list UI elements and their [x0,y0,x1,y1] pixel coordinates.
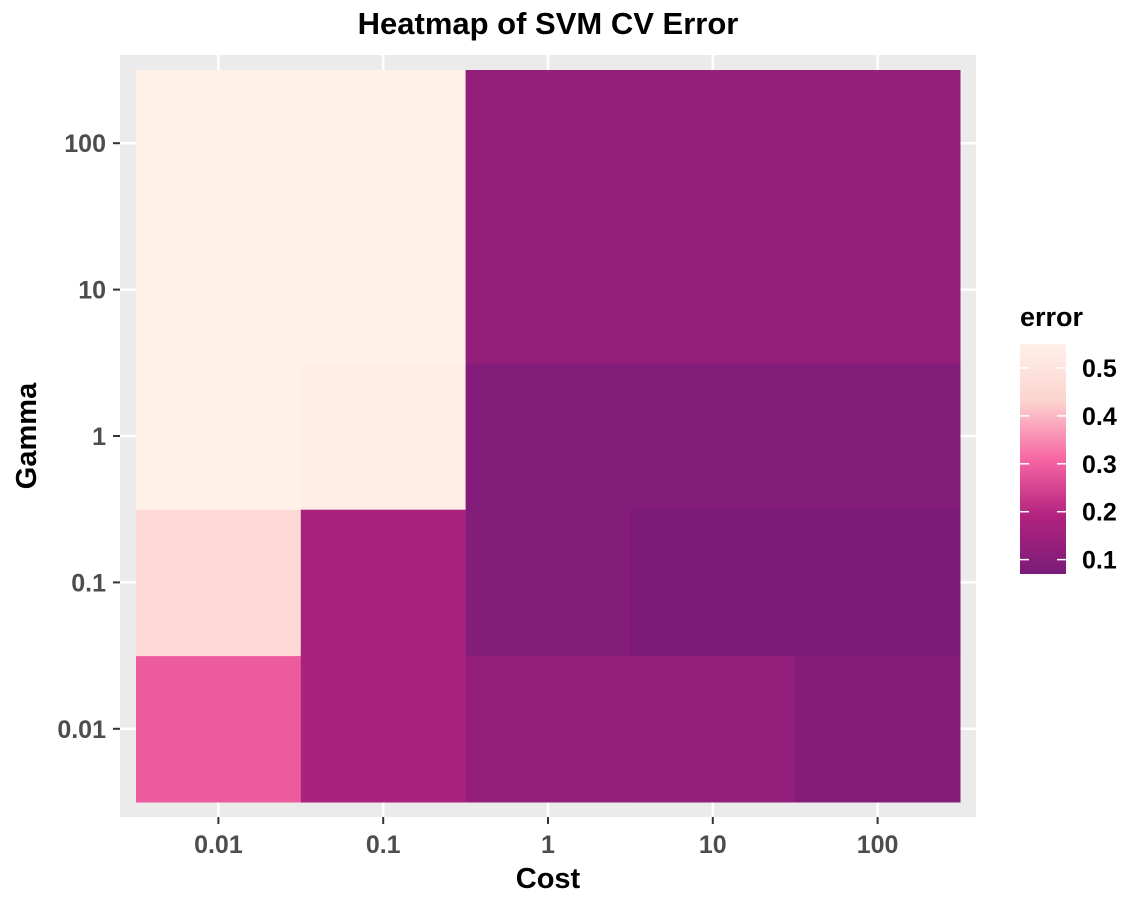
heatmap-cell [795,70,961,217]
heatmap-cell [300,216,467,364]
heatmap-cell [300,362,467,510]
legend-tick-label: 0.1 [1082,547,1117,575]
heatmap-cell [136,362,302,510]
x-tick-label: 0.1 [366,831,401,859]
heatmap-cell [300,509,467,657]
y-axis-title: Gamma [11,382,43,489]
heatmap-cell [630,655,796,803]
y-tick-label: 100 [64,130,106,158]
heatmap-cell [300,655,467,803]
y-tick-label: 10 [78,277,106,305]
heatmap-cell [465,655,631,803]
heatmap-cell [300,70,467,217]
y-tick-label: 1 [92,423,106,451]
axes: 0.01 0.1 1 10 100 0.01 0.1 1 10 100 [57,130,898,859]
heatmap-cells [136,70,961,803]
y-tick-label: 0.1 [71,569,106,597]
heatmap-cell [136,509,302,657]
heatmap-cell [136,70,302,217]
legend-colorbar [1020,344,1066,574]
legend: error 0.1 0.2 0.3 0.4 0.5 [1020,302,1117,575]
heatmap-cell [630,70,796,217]
x-tick-label: 10 [699,831,727,859]
heatmap-cell [465,509,631,657]
x-axis-title: Cost [516,863,581,895]
legend-ticks: 0.1 0.2 0.3 0.4 0.5 [1020,355,1117,575]
heatmap-cell [465,362,631,510]
x-tick-label: 100 [857,831,899,859]
heatmap-cell [136,216,302,364]
heatmap-cell [795,655,961,803]
heatmap-cell [795,509,961,657]
heatmap-cell [136,655,302,803]
legend-title: error [1020,302,1084,332]
heatmap-cell [630,509,796,657]
x-tick-label: 1 [541,831,555,859]
y-tick-label: 0.01 [57,716,106,744]
legend-tick-label: 0.5 [1082,355,1117,383]
legend-tick-label: 0.4 [1082,403,1117,431]
legend-tick-label: 0.3 [1082,451,1117,479]
chart-title: Heatmap of SVM CV Error [358,6,739,41]
heatmap-cell [630,362,796,510]
heatmap-cell [630,216,796,364]
heatmap-cell [795,216,961,364]
heatmap-cell [465,70,631,217]
x-tick-label: 0.01 [194,831,243,859]
heatmap-cell [795,362,961,510]
legend-tick-label: 0.2 [1082,499,1117,527]
heatmap-cell [465,216,631,364]
